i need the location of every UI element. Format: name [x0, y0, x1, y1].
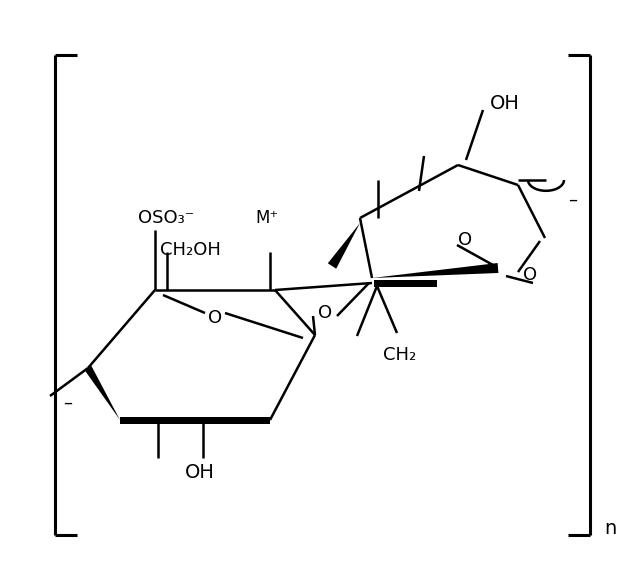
Text: O: O — [458, 231, 472, 249]
Polygon shape — [84, 366, 120, 420]
Text: OH: OH — [185, 462, 215, 482]
Polygon shape — [120, 417, 270, 424]
Text: n: n — [604, 518, 616, 537]
Polygon shape — [374, 279, 437, 286]
Text: O: O — [318, 304, 332, 322]
Text: CH₂OH: CH₂OH — [159, 241, 220, 259]
Text: OSO₃⁻: OSO₃⁻ — [138, 209, 195, 227]
Text: O: O — [523, 266, 537, 284]
Text: –: – — [568, 191, 577, 209]
Polygon shape — [328, 223, 360, 269]
Polygon shape — [372, 263, 499, 278]
Text: OH: OH — [490, 94, 520, 113]
Text: –: – — [63, 394, 72, 412]
Text: O: O — [208, 309, 222, 327]
Text: CH₂: CH₂ — [383, 346, 417, 364]
Text: M⁺: M⁺ — [255, 209, 278, 227]
